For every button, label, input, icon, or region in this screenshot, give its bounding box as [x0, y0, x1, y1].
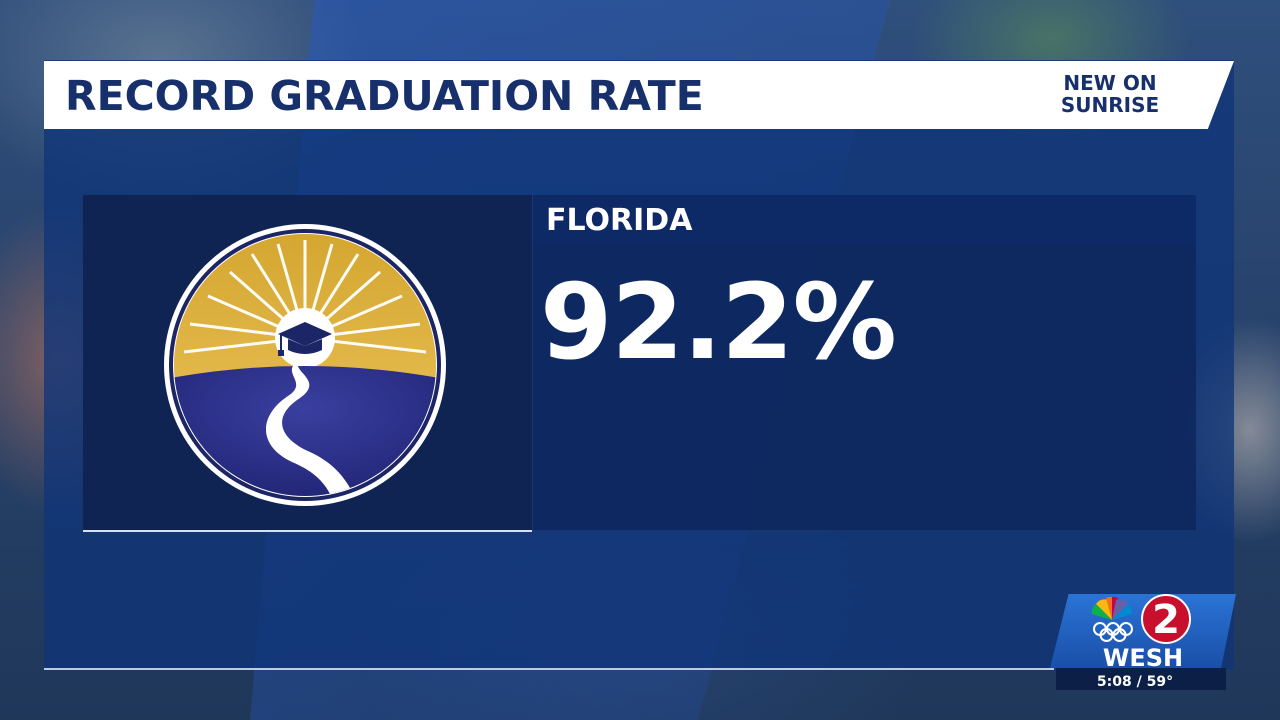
olympic-rings-icon [1093, 622, 1133, 642]
channel-number: 2 [1152, 597, 1180, 643]
station-bug-background [1050, 594, 1236, 668]
peacock-icon [1091, 596, 1133, 620]
tag-line-2: SUNRISE [1060, 93, 1160, 117]
time-weather-strip [1056, 668, 1226, 690]
station-call-letters: WESH [1102, 644, 1184, 672]
graduation-cap-icon [278, 322, 332, 356]
stat-panel [533, 245, 1196, 530]
time-temperature: 5:08 / 59° [1096, 674, 1174, 690]
headline-title: RECORD GRADUATION RATE [65, 72, 704, 120]
new-on-sunrise-tag: NEW ON SUNRISE [1040, 72, 1180, 116]
channel-two-icon: 2 [1141, 594, 1191, 644]
graduation-rate-value: 92.2% [540, 261, 897, 383]
panel-divider-line [44, 668, 1054, 670]
education-sunrise-graduation-cap-logo-icon [164, 224, 446, 506]
header-bar [44, 61, 1234, 129]
logo-box-underline [83, 530, 532, 532]
tag-line-1: NEW ON [1063, 71, 1157, 95]
stat-label-bar [533, 195, 1196, 245]
state-label: FLORIDA [546, 203, 693, 238]
station-bug [1050, 594, 1236, 690]
